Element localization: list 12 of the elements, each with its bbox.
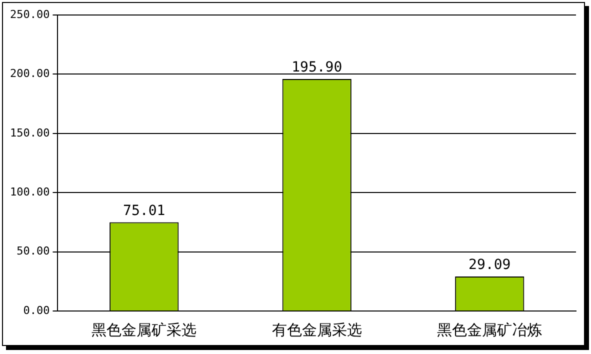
x-tick-label: 黑色金属矿采选 — [92, 320, 197, 339]
x-tick-label: 黑色金属矿冶炼 — [437, 320, 542, 339]
data-label: 29.09 — [468, 257, 511, 274]
y-tick-label: 200.00 — [10, 67, 50, 80]
y-tick-label: 0.00 — [23, 304, 50, 317]
data-label: 75.01 — [123, 202, 166, 219]
x-tick-label: 有色金属采选 — [272, 320, 362, 339]
y-tick-label: 100.00 — [10, 185, 50, 198]
data-label: 195.90 — [292, 60, 342, 76]
y-tick-label: 250.00 — [10, 8, 50, 21]
y-tick-label: 50.00 — [16, 244, 50, 258]
y-tick-label: 150.00 — [10, 126, 50, 140]
